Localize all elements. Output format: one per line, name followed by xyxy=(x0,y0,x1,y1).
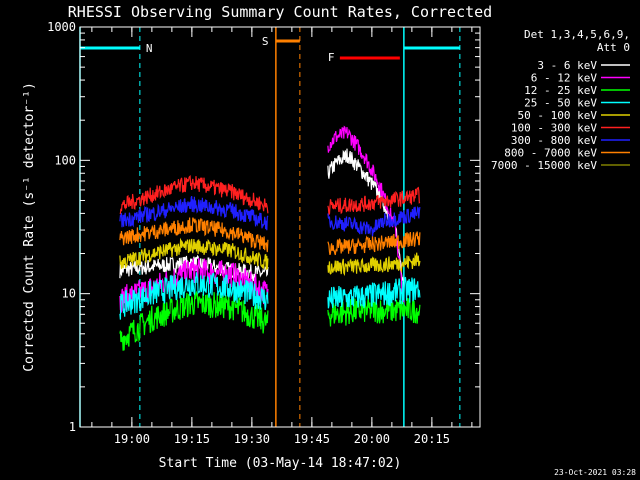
y-tick-label: 10 xyxy=(62,287,76,301)
legend-entry-label: 12 - 25 keV xyxy=(524,84,597,97)
x-tick-label: 19:00 xyxy=(114,432,150,446)
series-line xyxy=(327,276,421,309)
series-line xyxy=(327,186,421,217)
y-tick-label: 1 xyxy=(69,420,76,434)
y-axis-label: Corrected Count Rate (s⁻¹ detector⁻¹) xyxy=(22,82,37,372)
x-tick-label: 19:30 xyxy=(234,432,270,446)
series-line xyxy=(119,272,269,320)
series-line xyxy=(119,290,269,351)
series-line xyxy=(119,175,269,215)
x-tick-label: 19:15 xyxy=(174,432,210,446)
legend-entry-label: 25 - 50 keV xyxy=(524,97,597,110)
legend-entry-label: 6 - 12 keV xyxy=(531,72,598,85)
legend-entry-label: 50 - 100 keV xyxy=(518,109,598,122)
saa-label: S xyxy=(262,35,269,48)
legend-entry-label: 7000 - 15000 keV xyxy=(491,159,597,172)
generated-timestamp: 23-Oct-2021 03:28 xyxy=(554,468,636,477)
y-tick-label: 1000 xyxy=(47,20,76,34)
series-line xyxy=(119,217,269,253)
series-line xyxy=(327,297,421,327)
series-line xyxy=(119,257,269,313)
plot-layer: N S F xyxy=(79,27,461,427)
series-line xyxy=(327,252,421,277)
flare-label: F xyxy=(328,51,335,64)
x-axis-label: Start Time (03-May-14 18:47:02) xyxy=(159,456,402,471)
legend-entry-label: 3 - 6 keV xyxy=(537,59,597,72)
plot-frame xyxy=(79,26,481,428)
legend-entry-label: 100 - 300 keV xyxy=(511,122,597,135)
x-tick-label: 20:15 xyxy=(414,432,450,446)
x-tick-label: 20:00 xyxy=(354,432,390,446)
legend-entry-label: 800 - 7000 keV xyxy=(504,147,597,160)
legend-header-2: Att 0 xyxy=(597,41,630,54)
series-line xyxy=(119,254,269,282)
y-tick-label: 100 xyxy=(54,153,76,167)
series-line xyxy=(119,195,269,231)
night-label: N xyxy=(146,42,153,55)
legend-header-1: Det 1,3,4,5,6,9, xyxy=(524,28,630,41)
axis-layer: 1 10 100 1000 19:00 19:15 19:30 19:45 20:00 20:15 xyxy=(47,20,480,446)
legend-entry-label: 300 - 800 keV xyxy=(511,134,597,147)
chart-title: RHESSI Observing Summary Count Rates, Co… xyxy=(68,3,492,21)
series-line xyxy=(327,231,421,256)
series-line xyxy=(119,237,269,270)
x-tick-label: 19:45 xyxy=(294,432,330,446)
series-line xyxy=(327,206,421,237)
